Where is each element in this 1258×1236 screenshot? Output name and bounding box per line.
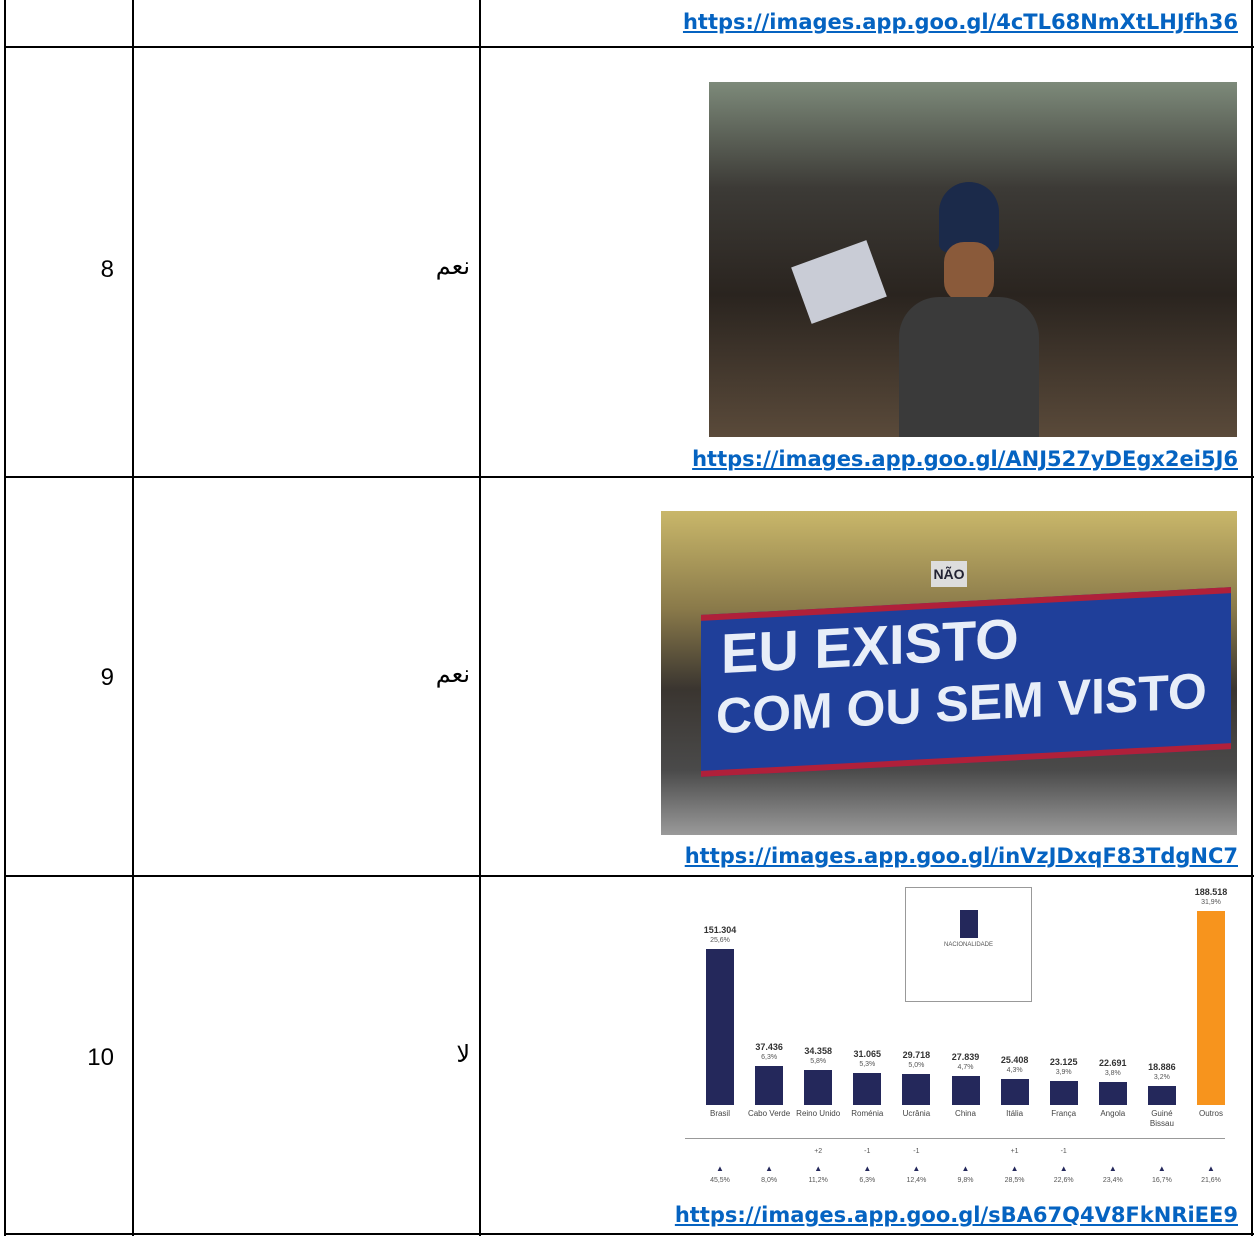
- bar: [1050, 1081, 1078, 1105]
- category-label: Brasil: [697, 1109, 743, 1119]
- bar: [902, 1074, 930, 1105]
- category-label: China: [943, 1109, 989, 1119]
- chart-image: NACIONALIDADE 151.304 25,6% Brasil ▲ 45,5% 37…: [665, 884, 1237, 1195]
- category-label: Ucrânia: [893, 1109, 939, 1119]
- growth-label: 21,6%: [1186, 1177, 1236, 1184]
- share-label: 5,0%: [891, 1062, 941, 1069]
- legend-label: NACIONALIDADE: [906, 942, 1031, 948]
- category-label: Itália: [992, 1109, 1038, 1119]
- sign-text: NÃO: [931, 561, 967, 587]
- document: https://images.app.goo.gl/4cTL68NmXtLHJf…: [0, 0, 1258, 1236]
- category-label: Outros: [1188, 1109, 1234, 1119]
- bar: [952, 1076, 980, 1105]
- bar: [1148, 1086, 1176, 1105]
- triangle: ▲: [1103, 1164, 1123, 1173]
- category-label: Reino Unido: [795, 1109, 841, 1119]
- growth-label: 6,3%: [842, 1177, 892, 1184]
- value-label: 29.718: [891, 1050, 941, 1060]
- growth-label: 9,8%: [941, 1177, 991, 1184]
- growth-label: 23,4%: [1088, 1177, 1138, 1184]
- category-label: Guiné Bissau: [1139, 1109, 1185, 1129]
- rank-change: +1: [990, 1148, 1040, 1155]
- value-label: 37.436: [744, 1042, 794, 1052]
- value-label: 18.886: [1137, 1062, 1187, 1072]
- table-border: [479, 0, 481, 1236]
- bar: [804, 1070, 832, 1105]
- value-label: 34.358: [793, 1046, 843, 1056]
- value-label: 188.518: [1186, 887, 1236, 897]
- bar: [853, 1073, 881, 1105]
- triangle: ▲: [1201, 1164, 1221, 1173]
- legend-swatch: [960, 910, 978, 938]
- table-border: [4, 46, 1254, 48]
- share-label: 31,9%: [1186, 899, 1236, 906]
- share-label: 3,8%: [1088, 1070, 1138, 1077]
- value-label: 27.839: [941, 1052, 991, 1062]
- growth-label: 12,4%: [891, 1177, 941, 1184]
- triangle: ▲: [759, 1164, 779, 1173]
- share-label: 25,6%: [695, 937, 745, 944]
- photo: [709, 82, 1237, 437]
- growth-label: 28,5%: [990, 1177, 1040, 1184]
- row-number: 10: [10, 1044, 114, 1072]
- table-border: [4, 1233, 1254, 1235]
- link[interactable]: https://images.app.goo.gl/inVzJDxqF83Tdg…: [685, 844, 1238, 868]
- category-label: França: [1041, 1109, 1087, 1119]
- table-border: [4, 0, 6, 1236]
- share-label: 4,3%: [990, 1067, 1040, 1074]
- table-border: [4, 875, 1254, 877]
- value-label: 23.125: [1039, 1057, 1089, 1067]
- bar: [706, 949, 734, 1105]
- link[interactable]: https://images.app.goo.gl/ANJ527yDEgx2ei…: [692, 447, 1238, 471]
- answer: لا: [140, 1040, 470, 1068]
- share-label: 3,9%: [1039, 1069, 1089, 1076]
- share-label: 5,3%: [842, 1061, 892, 1068]
- share-label: 4,7%: [941, 1064, 991, 1071]
- triangle: ▲: [710, 1164, 730, 1173]
- rank-change: -1: [842, 1148, 892, 1155]
- triangle: ▲: [956, 1164, 976, 1173]
- triangle: ▲: [857, 1164, 877, 1173]
- answer: نعم: [140, 252, 470, 280]
- table-border: [4, 476, 1254, 478]
- share-label: 6,3%: [744, 1054, 794, 1061]
- value-label: 22.691: [1088, 1058, 1138, 1068]
- value-label: 31.065: [842, 1049, 892, 1059]
- share-label: 5,8%: [793, 1058, 843, 1065]
- triangle: ▲: [808, 1164, 828, 1173]
- triangle: ▲: [1152, 1164, 1172, 1173]
- category-label: Roménia: [844, 1109, 890, 1119]
- row-number: 9: [10, 664, 114, 692]
- bar: [1099, 1082, 1127, 1105]
- rank-change: -1: [1039, 1148, 1089, 1155]
- table-border: [1251, 0, 1253, 1236]
- bar: [1197, 911, 1225, 1105]
- triangle: ▲: [906, 1164, 926, 1173]
- row-number: 8: [10, 256, 114, 284]
- growth-label: 45,5%: [695, 1177, 745, 1184]
- growth-label: 11,2%: [793, 1177, 843, 1184]
- triangle: ▲: [1054, 1164, 1074, 1173]
- rank-change: +2: [793, 1148, 843, 1155]
- growth-label: 22,6%: [1039, 1177, 1089, 1184]
- link[interactable]: https://images.app.goo.gl/4cTL68NmXtLHJf…: [683, 10, 1238, 34]
- value-label: 151.304: [695, 925, 745, 935]
- legend-box: NACIONALIDADE: [905, 887, 1032, 1002]
- triangle: ▲: [1005, 1164, 1025, 1173]
- bar: [755, 1066, 783, 1105]
- photo: NÃO EU EXISTO COM OU SEM VISTO: [661, 511, 1237, 835]
- share-label: 3,2%: [1137, 1074, 1187, 1081]
- category-label: Cabo Verde: [746, 1109, 792, 1119]
- separator: [685, 1138, 1225, 1139]
- category-label: Angola: [1090, 1109, 1136, 1119]
- table-border: [132, 0, 134, 1236]
- bar: [1001, 1079, 1029, 1105]
- answer: نعم: [140, 660, 470, 688]
- growth-label: 16,7%: [1137, 1177, 1187, 1184]
- value-label: 25.408: [990, 1055, 1040, 1065]
- link[interactable]: https://images.app.goo.gl/sBA67Q4V8FkNRi…: [675, 1203, 1238, 1227]
- rank-change: -1: [891, 1148, 941, 1155]
- growth-label: 8,0%: [744, 1177, 794, 1184]
